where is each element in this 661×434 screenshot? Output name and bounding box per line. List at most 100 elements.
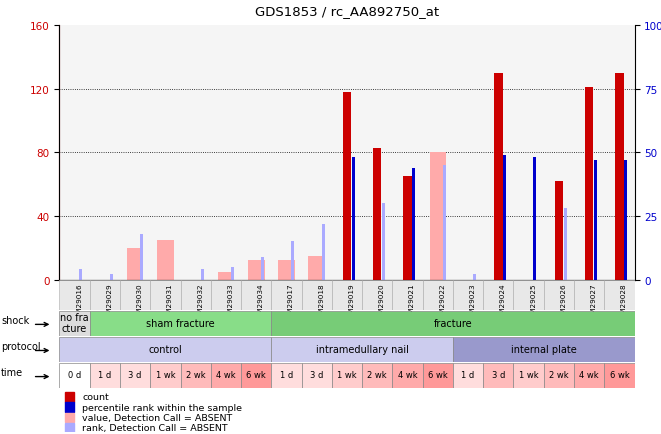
Bar [382, 204, 385, 280]
FancyBboxPatch shape [59, 311, 90, 336]
FancyBboxPatch shape [59, 337, 272, 362]
Text: GSM29028: GSM29028 [621, 283, 627, 322]
FancyBboxPatch shape [301, 363, 332, 388]
Text: GSM29021: GSM29021 [409, 283, 415, 322]
Bar [503, 155, 506, 280]
Text: GSM29020: GSM29020 [379, 283, 385, 322]
FancyBboxPatch shape [211, 363, 241, 388]
FancyBboxPatch shape [180, 363, 211, 388]
Text: GSM29016: GSM29016 [76, 283, 82, 322]
Text: GSM29030: GSM29030 [137, 283, 143, 322]
FancyBboxPatch shape [272, 337, 453, 362]
FancyBboxPatch shape [90, 363, 120, 388]
Text: GSM29031: GSM29031 [167, 283, 173, 322]
FancyBboxPatch shape [362, 280, 393, 310]
FancyBboxPatch shape [574, 363, 604, 388]
Bar [412, 168, 415, 280]
Text: intramedullary nail: intramedullary nail [316, 344, 408, 354]
Bar [322, 224, 325, 280]
FancyBboxPatch shape [604, 280, 635, 310]
Bar [65, 392, 74, 401]
Text: count: count [83, 392, 109, 401]
Bar [65, 423, 74, 432]
Bar [594, 161, 597, 280]
Text: no fra
cture: no fra cture [60, 312, 89, 334]
FancyBboxPatch shape [422, 280, 453, 310]
Bar [200, 270, 204, 280]
Text: 1 d: 1 d [280, 370, 293, 379]
Bar [403, 177, 412, 280]
FancyBboxPatch shape [120, 280, 150, 310]
Bar [217, 272, 234, 280]
Text: GSM29029: GSM29029 [106, 283, 112, 322]
Text: 6 wk: 6 wk [428, 370, 447, 379]
Bar [624, 161, 627, 280]
Bar [352, 158, 355, 280]
FancyBboxPatch shape [422, 363, 453, 388]
Bar [292, 242, 294, 280]
Bar [555, 181, 563, 280]
FancyBboxPatch shape [301, 280, 332, 310]
FancyBboxPatch shape [332, 280, 362, 310]
Text: GSM29019: GSM29019 [348, 283, 354, 322]
FancyBboxPatch shape [272, 311, 635, 336]
Bar [564, 209, 566, 280]
Text: 2 wk: 2 wk [549, 370, 568, 379]
Text: GSM29024: GSM29024 [500, 283, 506, 322]
FancyBboxPatch shape [574, 280, 604, 310]
FancyBboxPatch shape [544, 363, 574, 388]
Text: value, Detection Call = ABSENT: value, Detection Call = ABSENT [83, 413, 233, 422]
Text: 3 d: 3 d [128, 370, 142, 379]
FancyBboxPatch shape [332, 363, 362, 388]
FancyBboxPatch shape [453, 363, 483, 388]
Bar [473, 275, 476, 280]
Text: 0 d: 0 d [68, 370, 81, 379]
Bar [343, 93, 351, 280]
FancyBboxPatch shape [393, 363, 422, 388]
Text: 1 wk: 1 wk [519, 370, 539, 379]
Text: 1 wk: 1 wk [337, 370, 357, 379]
FancyBboxPatch shape [90, 280, 120, 310]
Text: time: time [1, 367, 23, 377]
Text: GSM29018: GSM29018 [318, 283, 325, 322]
Text: GSM29034: GSM29034 [258, 283, 264, 322]
Text: 4 wk: 4 wk [216, 370, 236, 379]
Bar [157, 240, 174, 280]
FancyBboxPatch shape [150, 363, 180, 388]
FancyBboxPatch shape [241, 363, 272, 388]
Bar [65, 402, 74, 412]
FancyBboxPatch shape [604, 363, 635, 388]
Text: GSM29026: GSM29026 [561, 283, 566, 322]
Text: control: control [149, 344, 182, 354]
Text: GSM29025: GSM29025 [530, 283, 536, 322]
FancyBboxPatch shape [272, 280, 301, 310]
Bar [373, 148, 381, 280]
Bar [248, 261, 264, 280]
Text: shock: shock [1, 315, 30, 325]
Text: 2 wk: 2 wk [186, 370, 206, 379]
Bar [79, 270, 83, 280]
Text: 6 wk: 6 wk [609, 370, 629, 379]
FancyBboxPatch shape [241, 280, 272, 310]
FancyBboxPatch shape [150, 280, 180, 310]
Text: GSM29017: GSM29017 [288, 283, 294, 322]
Text: percentile rank within the sample: percentile rank within the sample [83, 403, 243, 412]
Text: GSM29032: GSM29032 [197, 283, 203, 322]
FancyBboxPatch shape [362, 363, 393, 388]
Text: 3 d: 3 d [310, 370, 323, 379]
Bar [430, 153, 446, 280]
FancyBboxPatch shape [514, 280, 544, 310]
Bar [585, 88, 594, 280]
Bar [494, 74, 502, 280]
Bar [261, 257, 264, 280]
FancyBboxPatch shape [59, 363, 90, 388]
Text: fracture: fracture [434, 318, 472, 328]
Bar [309, 256, 325, 280]
FancyBboxPatch shape [453, 280, 483, 310]
Text: sham fracture: sham fracture [146, 318, 215, 328]
Text: 6 wk: 6 wk [247, 370, 266, 379]
Bar [615, 74, 623, 280]
FancyBboxPatch shape [453, 337, 635, 362]
FancyBboxPatch shape [544, 280, 574, 310]
Text: 4 wk: 4 wk [579, 370, 599, 379]
